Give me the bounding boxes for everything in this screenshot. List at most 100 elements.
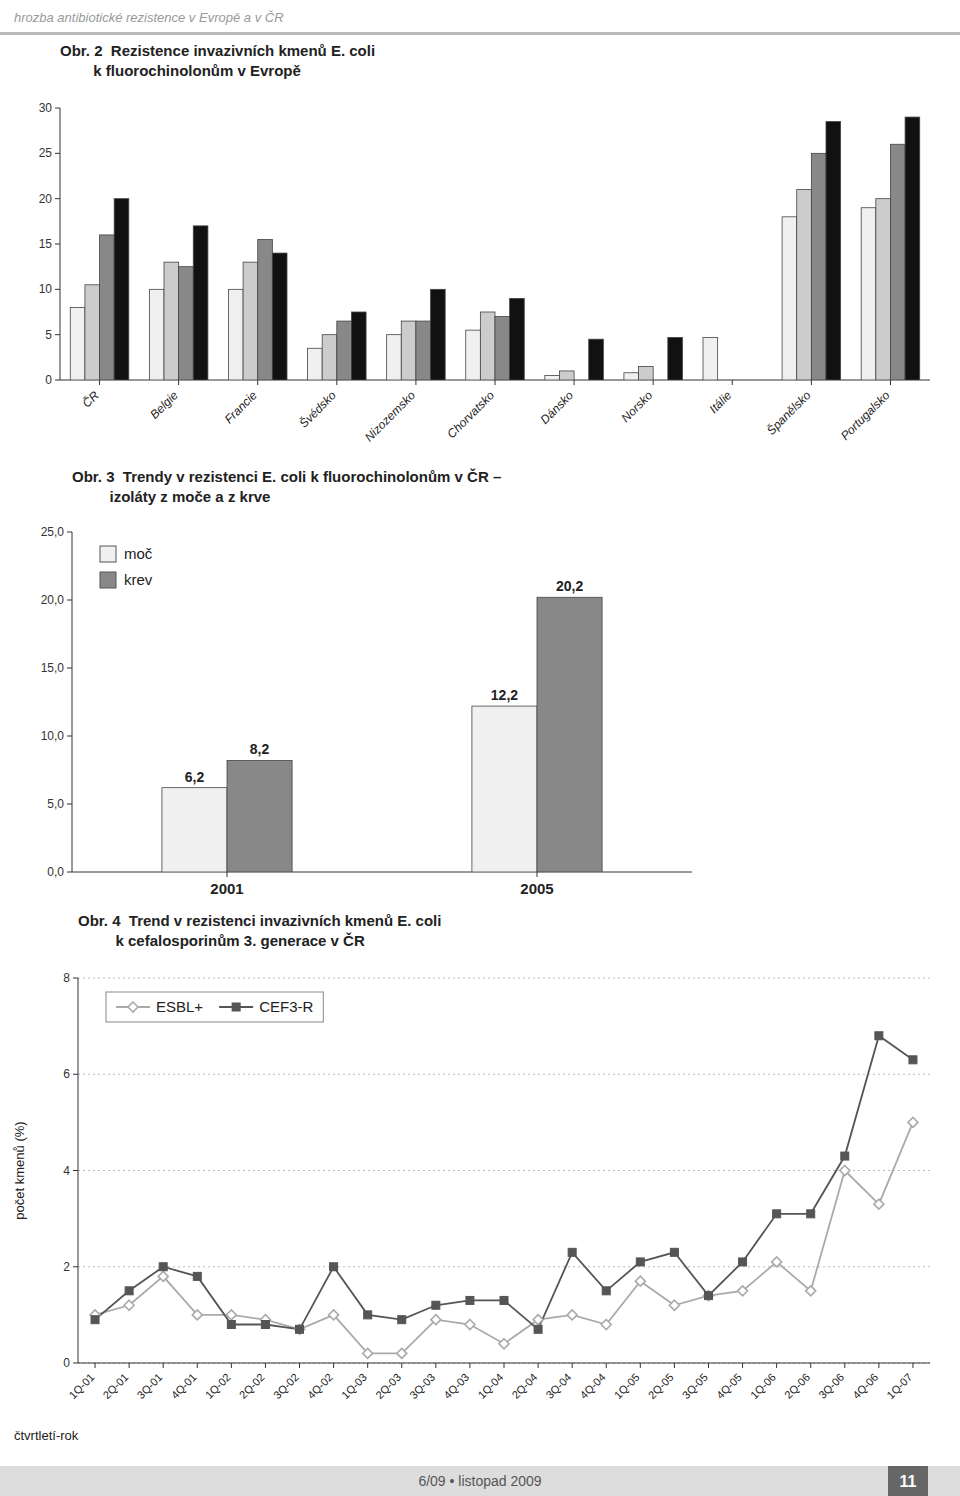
y-tick xyxy=(67,804,72,805)
x-tick-label: Francie xyxy=(222,388,260,426)
point xyxy=(534,1325,542,1333)
x-tick xyxy=(640,1363,641,1368)
point xyxy=(840,1166,850,1176)
bar xyxy=(574,380,589,381)
bar xyxy=(890,144,905,380)
point xyxy=(227,1321,235,1329)
bar xyxy=(227,760,292,872)
y-axis-label: počet kmenů (%) xyxy=(12,1121,27,1219)
y-tick-label: 0,0 xyxy=(47,865,64,879)
bar xyxy=(747,380,762,381)
x-tick-label: 3Q-05 xyxy=(680,1371,710,1401)
point xyxy=(330,1263,338,1271)
bar xyxy=(480,312,495,380)
x-tick-label: 4Q-04 xyxy=(578,1371,608,1401)
legend-label: ESBL+ xyxy=(156,998,203,1015)
x-tick xyxy=(401,1363,402,1368)
bar xyxy=(466,330,481,380)
x-tick-label: 1Q-04 xyxy=(475,1371,505,1401)
legend: ESBL+ CEF3-R xyxy=(106,992,323,1022)
grid-line xyxy=(78,1266,930,1267)
x-tick-label: 4Q-03 xyxy=(441,1371,471,1401)
y-tick-label: 25 xyxy=(39,146,53,160)
x-tick-label: 3Q-02 xyxy=(271,1371,301,1401)
bar-chart: Obr. 3 Trendy v rezistenci E. coli k flu… xyxy=(41,468,692,897)
x-tick-label: Itálie xyxy=(707,388,735,416)
title-line: Obr. 3 Trendy v rezistenci E. coli k flu… xyxy=(72,468,501,485)
bar xyxy=(193,226,208,380)
y-tick-label: 2 xyxy=(63,1260,70,1274)
x-tick xyxy=(99,380,100,385)
point xyxy=(193,1272,201,1280)
y-tick-label: 15,0 xyxy=(41,661,65,675)
legend-label: CEF3-R xyxy=(259,998,313,1015)
title-line: Obr. 4 Trend v rezistenci invazivních km… xyxy=(78,912,441,929)
series-line xyxy=(95,1122,913,1353)
x-tick xyxy=(674,1363,675,1368)
x-tick xyxy=(129,1363,130,1368)
bar xyxy=(718,380,733,381)
x-tick-label: 2Q-04 xyxy=(509,1371,539,1401)
point xyxy=(295,1324,305,1334)
x-tick xyxy=(537,872,538,877)
point xyxy=(841,1152,849,1160)
x-tick xyxy=(708,1363,709,1368)
x-tick xyxy=(844,1363,845,1368)
x-tick xyxy=(299,1363,300,1368)
x-tick xyxy=(495,380,496,385)
x-tick xyxy=(574,380,575,385)
x-tick-label: 3Q-01 xyxy=(135,1371,165,1401)
y-tick-label: 20,0 xyxy=(41,593,65,607)
title-line: k cefalosporinům 3. generace v ČR xyxy=(78,932,365,949)
point xyxy=(533,1315,543,1325)
x-tick-label: 1Q-03 xyxy=(339,1371,369,1401)
y-tick-label: 8 xyxy=(63,971,70,985)
bar xyxy=(861,208,876,380)
x-tick-label: 2005 xyxy=(520,880,553,897)
point xyxy=(772,1257,782,1267)
point xyxy=(465,1320,475,1330)
bar xyxy=(162,788,227,872)
data-label: 8,2 xyxy=(250,741,270,757)
x-tick-label: 3Q-06 xyxy=(816,1371,846,1401)
x-tick-label: 2001 xyxy=(210,880,243,897)
y-tick-label: 5 xyxy=(45,328,52,342)
bar xyxy=(732,380,747,381)
x-tick-label: 4Q-02 xyxy=(305,1371,335,1401)
x-tick xyxy=(811,380,812,385)
x-tick xyxy=(257,380,258,385)
chart-title: Obr. 3 Trendy v rezistenci E. coli k flu… xyxy=(72,468,501,505)
legend-marker xyxy=(128,1002,138,1012)
footer-band xyxy=(0,1466,960,1496)
legend-swatch xyxy=(100,546,116,562)
x-tick xyxy=(336,380,337,385)
x-tick-label: 1Q-05 xyxy=(612,1371,642,1401)
bar xyxy=(472,706,537,872)
bar xyxy=(876,199,891,380)
x-tick-label: Švédsko xyxy=(296,387,339,430)
chart-title: Obr. 2 Rezistence invazivních kmenů E. c… xyxy=(60,42,375,79)
x-tick-label: 4Q-01 xyxy=(169,1371,199,1401)
point xyxy=(226,1310,236,1320)
y-tick xyxy=(55,108,60,109)
bar xyxy=(668,337,683,380)
x-tick xyxy=(890,380,891,385)
point xyxy=(738,1286,748,1296)
bar xyxy=(495,317,510,380)
x-tick-label: 1Q-02 xyxy=(203,1371,233,1401)
x-tick xyxy=(469,1363,470,1368)
bar xyxy=(797,190,812,380)
y-axis-line xyxy=(78,978,79,1363)
chart-title: Obr. 4 Trend v rezistenci invazivních km… xyxy=(78,912,441,949)
bar xyxy=(653,380,668,381)
x-tick xyxy=(435,1363,436,1368)
bar xyxy=(114,199,129,380)
y-tick-label: 6 xyxy=(63,1067,70,1081)
bar xyxy=(85,285,100,380)
point xyxy=(875,1032,883,1040)
y-tick xyxy=(55,380,60,381)
header-rule xyxy=(0,32,960,35)
bar xyxy=(624,373,639,380)
point xyxy=(773,1210,781,1218)
x-tick-label: 4Q-05 xyxy=(714,1371,744,1401)
